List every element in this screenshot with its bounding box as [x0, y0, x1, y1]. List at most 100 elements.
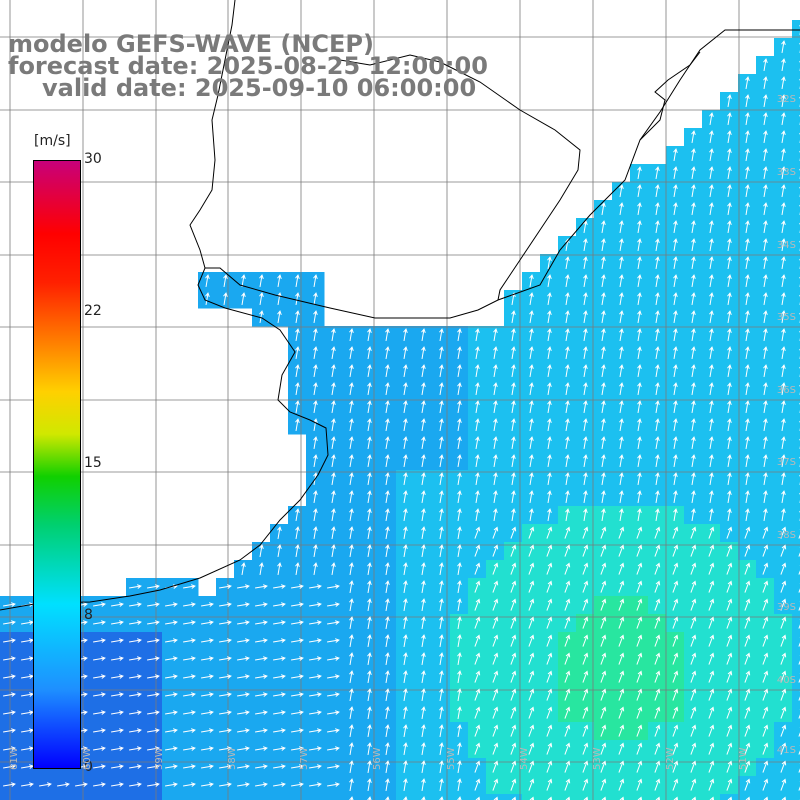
wind-arrow: [493, 346, 498, 359]
wind-arrow: [349, 652, 354, 665]
wind-arrow: [546, 706, 553, 719]
wind-arrow: [691, 364, 696, 377]
wind-arrow: [655, 418, 660, 431]
wind-arrow: [349, 526, 354, 539]
wind-arrow: [546, 562, 553, 575]
wind-arrow: [763, 130, 768, 143]
wind-arrow: [745, 184, 750, 197]
wind-arrow: [654, 742, 661, 755]
wind-arrow: [93, 764, 106, 769]
wind-arrow: [583, 274, 588, 287]
wind-arrow: [600, 598, 607, 611]
wind-arrow: [349, 490, 354, 503]
wind-arrow: [763, 400, 768, 413]
wind-arrow: [255, 656, 268, 661]
wind-arrow: [511, 364, 516, 377]
wind-arrow: [493, 328, 498, 341]
wind-arrow: [727, 94, 732, 107]
wind-arrow: [403, 328, 408, 341]
wind-arrow: [93, 692, 106, 697]
wind-arrow: [111, 692, 124, 697]
lon-label: 53W: [592, 747, 603, 770]
wind-arrow: [291, 620, 304, 625]
wind-arrow: [403, 382, 408, 395]
wind-arrow: [439, 598, 444, 611]
wind-cell: [792, 218, 800, 237]
wind-arrow: [385, 508, 390, 521]
wind-arrow: [439, 400, 444, 413]
wind-arrow: [259, 310, 264, 323]
wind-arrow: [492, 724, 499, 737]
wind-arrow: [763, 76, 768, 89]
wind-arrow: [744, 598, 751, 611]
wind-arrow: [421, 778, 426, 791]
wind-cell: [792, 614, 800, 633]
wind-arrow: [237, 746, 250, 751]
wind-arrow: [762, 580, 769, 593]
wind-arrow: [619, 508, 624, 521]
wind-arrow: [564, 778, 571, 791]
wind-arrow: [529, 490, 534, 503]
wind-arrow: [349, 598, 354, 611]
wind-cell: [558, 794, 577, 800]
wind-arrow: [709, 436, 714, 449]
wind-arrow: [781, 274, 786, 287]
wind-arrow: [600, 742, 607, 755]
wind-arrow: [745, 382, 750, 395]
wind-arrow: [600, 706, 607, 719]
wind-arrow: [385, 454, 390, 467]
wind-arrow: [583, 310, 588, 323]
wind-arrow: [582, 778, 589, 791]
wind-arrow: [510, 580, 517, 593]
wind-arrow: [618, 598, 625, 611]
wind-arrow: [219, 764, 232, 769]
wind-arrow: [565, 382, 570, 395]
wind-arrow: [636, 778, 643, 791]
wind-arrow: [546, 598, 553, 611]
wind-arrow: [21, 710, 34, 715]
wind-arrow: [237, 692, 250, 697]
wind-arrow: [313, 400, 318, 413]
wind-arrow: [745, 148, 750, 161]
wind-arrow: [3, 746, 16, 751]
wind-arrow: [637, 238, 642, 251]
wind-arrow: [147, 602, 160, 607]
wind-arrow: [475, 454, 480, 467]
wind-cell: [72, 794, 91, 800]
wind-arrow: [673, 400, 678, 413]
wind-arrow: [528, 544, 535, 557]
wind-cell: [792, 164, 800, 183]
wind-cell: [792, 128, 800, 147]
wind-arrow: [291, 656, 304, 661]
wind-arrow: [546, 526, 553, 539]
wind-arrow: [39, 782, 52, 787]
wind-arrow: [367, 508, 372, 521]
wind-arrow: [781, 796, 787, 800]
wind-arrow: [291, 728, 304, 733]
wind-arrow: [421, 562, 426, 575]
wind-arrow: [510, 724, 517, 737]
wind-arrow: [241, 292, 246, 305]
wind-arrow: [147, 656, 160, 661]
wind-arrow: [511, 328, 516, 341]
wind-arrow: [618, 760, 625, 773]
wind-cell: [792, 524, 800, 543]
wind-arrow: [295, 418, 300, 431]
wind-arrow: [546, 544, 553, 557]
wind-cell: [108, 794, 127, 800]
wind-arrow: [331, 508, 336, 521]
wind-arrow: [673, 490, 678, 503]
wind-arrow: [673, 202, 678, 215]
wind-arrow: [582, 706, 589, 719]
wind-arrow: [313, 490, 318, 503]
wind-arrow: [781, 112, 786, 125]
wind-arrow: [147, 674, 160, 679]
wind-arrow: [708, 634, 715, 647]
wind-arrow: [439, 544, 444, 557]
wind-arrow: [691, 436, 696, 449]
wind-arrow: [295, 310, 300, 323]
wind-arrow: [327, 728, 340, 733]
wind-arrow: [708, 562, 715, 575]
wind-arrow: [763, 274, 768, 287]
